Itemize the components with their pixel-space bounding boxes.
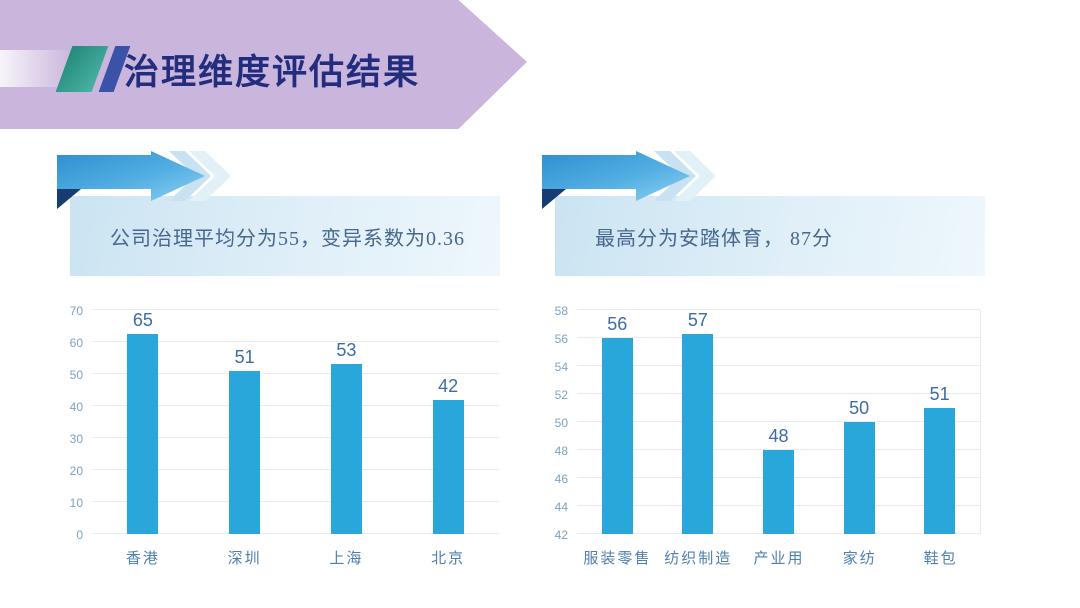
bar bbox=[682, 334, 714, 534]
category-label: 上海 bbox=[329, 551, 364, 567]
bar-slot: 48 bbox=[738, 310, 819, 534]
gridline bbox=[92, 501, 499, 502]
gridline bbox=[577, 393, 980, 394]
bar bbox=[924, 408, 956, 534]
bar-value-label: 57 bbox=[687, 310, 708, 330]
bar-slot: 53 bbox=[296, 310, 398, 534]
title-banner: 治理维度评估结果 bbox=[0, 0, 527, 129]
bar-value-label: 51 bbox=[929, 384, 950, 404]
bar-value-label: 42 bbox=[438, 375, 459, 396]
category-label: 鞋包 bbox=[923, 551, 958, 567]
category-label: 家纺 bbox=[842, 551, 877, 567]
bars-row: 56 57 48 50 51 bbox=[577, 310, 980, 534]
page-title: 治理维度评估结果 bbox=[124, 53, 421, 92]
category-label: 产业用 bbox=[753, 551, 805, 567]
category-label: 纺织制造 bbox=[664, 551, 733, 567]
gridline bbox=[577, 309, 980, 310]
bar-slot: 50 bbox=[819, 310, 900, 534]
bar bbox=[330, 364, 362, 534]
bar bbox=[127, 334, 159, 534]
bar-value-label: 65 bbox=[132, 310, 153, 330]
y-axis-tick-label: 30 bbox=[69, 432, 83, 446]
gridline bbox=[92, 373, 499, 374]
category-label: 深圳 bbox=[227, 551, 262, 567]
callout-box: 最高分为安踏体育， 87分 bbox=[555, 196, 985, 276]
category-label: 服装零售 bbox=[583, 551, 652, 567]
bar-value-label: 51 bbox=[234, 346, 255, 367]
callout-box: 公司治理平均分为55，变异系数为0.36 bbox=[70, 196, 500, 276]
gridline bbox=[577, 421, 980, 422]
bar-value-label: 50 bbox=[849, 398, 870, 418]
y-axis-tick-label: 0 bbox=[76, 528, 83, 542]
callout-text: 公司治理平均分为55，变异系数为0.36 bbox=[110, 227, 465, 250]
category-label: 北京 bbox=[431, 551, 466, 567]
bar bbox=[843, 422, 875, 534]
y-axis-tick-label: 50 bbox=[69, 368, 83, 382]
callout-highest-score: 最高分为安踏体育， 87分 bbox=[540, 150, 990, 280]
bar-chart-city-scores: 0 10 20 30 40 50 60 70 65 51 53 42 香港 深圳 上海 北京 bbox=[50, 298, 505, 568]
gridline bbox=[92, 405, 499, 406]
plot-area: 0 10 20 30 40 50 60 70 65 51 53 42 bbox=[70, 304, 499, 542]
bars-row: 65 51 53 42 bbox=[92, 310, 499, 534]
gridline bbox=[92, 341, 499, 342]
gridline bbox=[577, 365, 980, 366]
bar bbox=[601, 338, 633, 534]
gridline bbox=[577, 337, 980, 338]
y-axis-tick-label: 44 bbox=[554, 500, 568, 514]
y-axis-tick-label: 50 bbox=[554, 416, 568, 430]
arrow-icon bbox=[57, 151, 237, 215]
plot-area: 42 44 46 48 50 52 54 56 58 56 57 48 50 51 bbox=[555, 304, 981, 542]
category-axis: 香港 深圳 上海 北京 bbox=[92, 538, 499, 568]
bar bbox=[432, 399, 464, 534]
bar-slot: 51 bbox=[194, 310, 296, 534]
y-axis-tick-label: 54 bbox=[554, 360, 568, 374]
bar-slot: 56 bbox=[577, 310, 658, 534]
y-axis-tick-label: 42 bbox=[554, 528, 568, 542]
gridline bbox=[92, 533, 499, 534]
bar-value-label: 48 bbox=[768, 426, 789, 446]
bar-slot: 51 bbox=[899, 310, 980, 534]
gridline bbox=[577, 449, 980, 450]
bar-slot: 57 bbox=[658, 310, 739, 534]
gridline bbox=[92, 469, 499, 470]
bar bbox=[762, 450, 794, 534]
y-axis-tick-label: 56 bbox=[554, 332, 568, 346]
gridline bbox=[92, 309, 499, 310]
bar bbox=[229, 370, 261, 534]
callout-governance-average: 公司治理平均分为55，变异系数为0.36 bbox=[55, 150, 505, 280]
y-axis-tick-label: 40 bbox=[69, 400, 83, 415]
bar-slot: 42 bbox=[397, 310, 499, 534]
bar-chart-industry-scores: 42 44 46 48 50 52 54 56 58 56 57 48 50 51 服装零售 纺织制造 产业用… bbox=[535, 298, 987, 568]
y-axis-tick-label: 58 bbox=[554, 304, 568, 318]
y-axis-tick-label: 60 bbox=[69, 336, 83, 350]
y-axis-tick-label: 46 bbox=[554, 472, 568, 486]
y-axis-tick-label: 10 bbox=[69, 496, 83, 511]
arrow-icon bbox=[542, 151, 722, 215]
callout-text: 最高分为安踏体育， 87分 bbox=[595, 227, 833, 250]
gridline bbox=[92, 437, 499, 438]
y-axis-tick-label: 70 bbox=[69, 304, 83, 318]
y-axis-tick-label: 48 bbox=[554, 444, 568, 458]
bar-value-label: 56 bbox=[607, 314, 628, 334]
category-axis: 服装零售 纺织制造 产业用 家纺 鞋包 bbox=[577, 538, 981, 568]
category-label: 香港 bbox=[125, 551, 160, 567]
bar-slot: 65 bbox=[92, 310, 194, 534]
bar-value-label: 53 bbox=[336, 340, 357, 361]
y-axis-tick-label: 52 bbox=[554, 388, 568, 402]
y-axis-tick-label: 20 bbox=[69, 464, 83, 479]
